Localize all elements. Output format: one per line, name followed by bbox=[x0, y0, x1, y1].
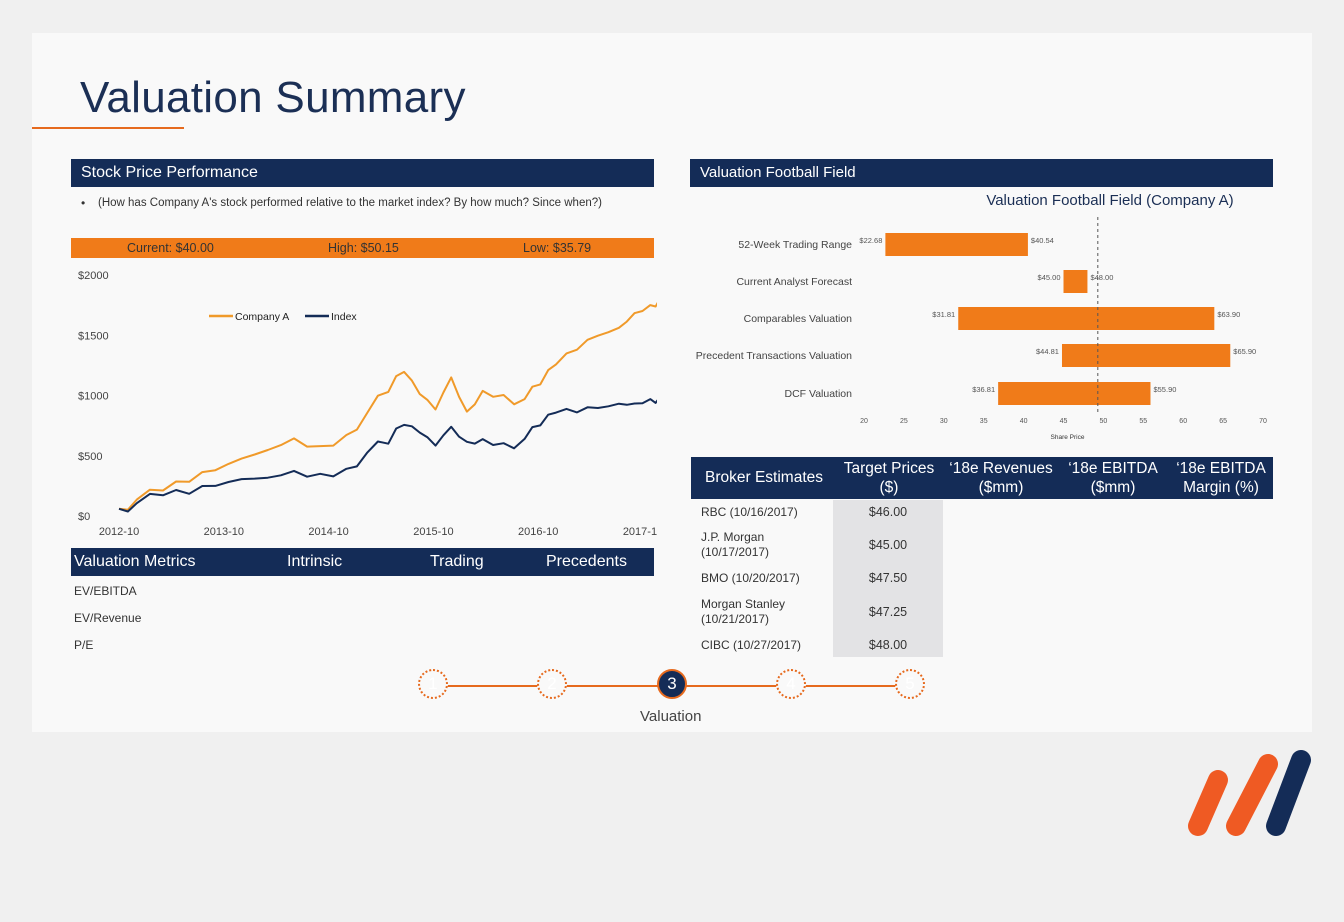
football-chart-title: Valuation Football Field (Company A) bbox=[986, 192, 1233, 209]
bar-low-label: $22.68 bbox=[859, 236, 882, 245]
bar-low-label: $36.81 bbox=[972, 385, 995, 394]
broker-col-margin: ‘18e EBITDA Margin (%) bbox=[1176, 460, 1266, 496]
broker-col-target: Target Prices ($) bbox=[843, 460, 935, 496]
step-5[interactable]: 5 bbox=[895, 669, 925, 699]
broker-col-name: Broker Estimates bbox=[704, 469, 823, 486]
stock-panel-header: Stock Price Performance bbox=[71, 159, 654, 187]
bar-high-label: $65.90 bbox=[1233, 347, 1256, 356]
category-label: 52-Week Trading Range bbox=[738, 239, 852, 251]
step-2[interactable]: 2 bbox=[537, 669, 567, 699]
x-tick-label: 50 bbox=[1100, 418, 1108, 425]
broker-table-header: Broker Estimates Target Prices ($) ‘18e … bbox=[691, 457, 1273, 499]
bar-low-label: $44.81 bbox=[1036, 347, 1059, 356]
metrics-col-metric: Valuation Metrics bbox=[74, 553, 196, 570]
valuation-bar bbox=[958, 307, 1215, 330]
y-tick-label: $1000 bbox=[78, 391, 109, 403]
broker-row-name: BMO (10/20/2017) bbox=[701, 571, 800, 585]
category-label: Comparables Valuation bbox=[744, 313, 853, 325]
valuation-bar bbox=[1061, 344, 1231, 367]
broker-row-name: RBC (10/16/2017) bbox=[701, 505, 798, 519]
category-label: DCF Valuation bbox=[784, 388, 852, 400]
bar-high-label: $55.90 bbox=[1153, 385, 1176, 394]
broker-row-target: $47.25 bbox=[868, 605, 908, 619]
x-tick-label: 2016-10 bbox=[518, 526, 558, 538]
x-tick-label: 45 bbox=[1060, 418, 1068, 425]
metrics-table-header: Valuation Metrics Intrinsic Trading Prec… bbox=[71, 548, 654, 576]
broker-col-revenues: ‘18e Revenues ($mm) bbox=[949, 460, 1053, 496]
broker-row-target: $47.50 bbox=[868, 571, 908, 585]
x-tick-label: 55 bbox=[1139, 418, 1147, 425]
slide: Valuation Summary Stock Price Performanc… bbox=[32, 33, 1312, 732]
bar-low-label: $31.81 bbox=[932, 310, 955, 319]
x-tick-label: 40 bbox=[1020, 418, 1028, 425]
y-tick-label: $500 bbox=[78, 451, 102, 463]
stock-line-chart: $0 $500 $1000 $1500 $2000 2012-10 2013-10 2014-… bbox=[78, 270, 657, 538]
bar-high-label: $48.00 bbox=[1090, 273, 1113, 282]
step-4[interactable]: 4 bbox=[776, 669, 806, 699]
x-tick-label: 25 bbox=[900, 418, 908, 425]
step-3-active[interactable]: 3 bbox=[657, 669, 687, 699]
y-tick-label: $2000 bbox=[78, 270, 109, 282]
broker-row-name: Morgan Stanley (10/21/2017) bbox=[701, 597, 786, 626]
metrics-row-ev-ebitda: EV/EBITDA bbox=[74, 584, 137, 598]
bar-low-label: $45.00 bbox=[1038, 273, 1061, 282]
x-tick-label: 2013-10 bbox=[204, 526, 244, 538]
x-tick-label: 35 bbox=[980, 418, 988, 425]
metrics-row-ev-revenue: EV/Revenue bbox=[74, 611, 142, 625]
valuation-bar bbox=[885, 233, 1028, 256]
valuation-bar bbox=[998, 382, 1151, 405]
category-label: Current Analyst Forecast bbox=[736, 276, 852, 288]
valuation-bar bbox=[1063, 270, 1088, 293]
metrics-col-precedents: Precedents bbox=[546, 553, 627, 570]
target-price-column-shade bbox=[833, 500, 943, 657]
section-stepper: 1 2 3 4 5 bbox=[418, 669, 928, 705]
slide-title: Valuation Summary bbox=[80, 73, 466, 122]
x-axis-label: Share Price bbox=[1051, 434, 1085, 441]
bar-high-label: $40.54 bbox=[1031, 236, 1054, 245]
broker-row-name: CIBC (10/27/2017) bbox=[701, 638, 802, 652]
x-tick-label: 20 bbox=[860, 418, 868, 425]
step-1[interactable]: 1 bbox=[418, 669, 448, 699]
stat-current: Current: $40.00 bbox=[127, 241, 214, 255]
stat-low: Low: $35.79 bbox=[523, 241, 592, 255]
x-tick-label: 2015-10 bbox=[413, 526, 453, 538]
legend-label: Company A bbox=[235, 311, 289, 323]
brand-logo bbox=[1188, 750, 1311, 836]
title-underline bbox=[32, 127, 184, 129]
football-field-chart: Valuation Football Field (Company A) 52-W… bbox=[696, 192, 1267, 441]
x-tick-label: 70 bbox=[1259, 418, 1267, 425]
x-tick-label: 30 bbox=[940, 418, 948, 425]
broker-row-name: J.P. Morgan (10/17/2017) bbox=[701, 530, 770, 559]
bar-high-label: $63.90 bbox=[1217, 310, 1240, 319]
stock-question: • (How has Company A's stock performed r… bbox=[81, 196, 658, 211]
x-tick-label: 2012-10 bbox=[99, 526, 139, 538]
bullet-icon: • bbox=[81, 196, 86, 210]
broker-row-target: $48.00 bbox=[868, 638, 908, 652]
x-tick-label: 60 bbox=[1179, 418, 1187, 425]
metrics-col-intrinsic: Intrinsic bbox=[287, 553, 343, 570]
metrics-col-trading: Trading bbox=[430, 553, 484, 570]
active-step-label: Valuation bbox=[640, 708, 702, 725]
broker-row-target: $45.00 bbox=[868, 538, 908, 552]
stock-stat-bar: Current: $40.00 High: $50.15 Low: $35.79 bbox=[71, 238, 654, 258]
stat-high: High: $50.15 bbox=[328, 241, 399, 255]
y-tick-label: $0 bbox=[78, 511, 90, 523]
broker-row-target: $46.00 bbox=[868, 505, 908, 519]
category-label: Precedent Transactions Valuation bbox=[696, 350, 852, 362]
broker-col-ebitda: ‘18e EBITDA ($mm) bbox=[1068, 460, 1158, 496]
x-tick-label: 2017-10 bbox=[623, 526, 657, 538]
series-line bbox=[118, 301, 657, 511]
metrics-row-pe: P/E bbox=[74, 638, 94, 652]
legend-label: Index bbox=[331, 311, 357, 323]
x-tick-label: 65 bbox=[1219, 418, 1227, 425]
x-tick-label: 2014-10 bbox=[308, 526, 348, 538]
stock-question-text: (How has Company A's stock performed rel… bbox=[98, 197, 602, 209]
y-tick-label: $1500 bbox=[78, 330, 109, 342]
football-panel-header: Valuation Football Field bbox=[690, 159, 1273, 187]
series-line bbox=[118, 398, 657, 513]
